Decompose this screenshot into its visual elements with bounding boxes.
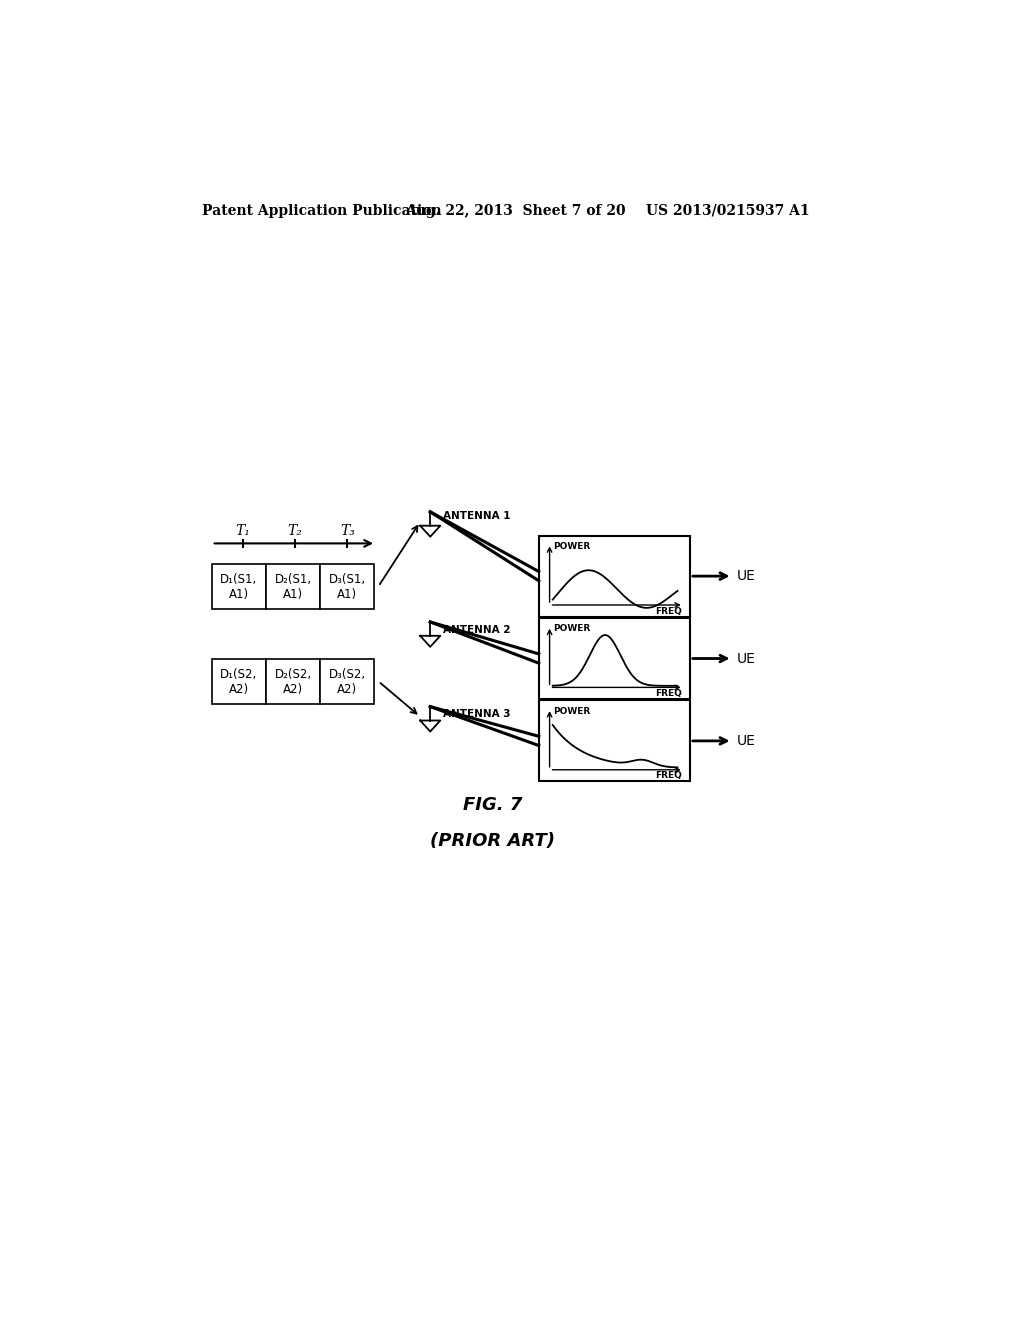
Text: D₃(S1,: D₃(S1, [329, 573, 366, 586]
Text: POWER: POWER [553, 706, 590, 715]
Text: D₂(S1,: D₂(S1, [274, 573, 311, 586]
Bar [539, 536, 690, 616]
Text: UE: UE [737, 652, 756, 665]
Text: T₃: T₃ [340, 524, 354, 539]
Text: ANTENNA 3: ANTENNA 3 [443, 709, 511, 719]
Bar [539, 618, 690, 700]
Text: D₂(S2,: D₂(S2, [274, 668, 311, 681]
Text: Aug. 22, 2013  Sheet 7 of 20: Aug. 22, 2013 Sheet 7 of 20 [406, 203, 626, 218]
Text: FREQ: FREQ [655, 771, 682, 780]
Text: D₁(S1,: D₁(S1, [220, 573, 257, 586]
Text: T₁: T₁ [236, 524, 250, 539]
Text: UE: UE [737, 569, 756, 583]
Bar [539, 701, 690, 781]
Text: A1): A1) [228, 589, 249, 602]
Bar [266, 564, 321, 609]
Text: ANTENNA 1: ANTENNA 1 [443, 511, 511, 521]
Text: FREQ: FREQ [655, 607, 682, 615]
Text: Patent Application Publication: Patent Application Publication [202, 203, 441, 218]
Bar [266, 659, 321, 704]
Text: D₃(S2,: D₃(S2, [329, 668, 366, 681]
Text: UE: UE [737, 734, 756, 748]
Text: A2): A2) [337, 684, 357, 696]
Text: D₁(S2,: D₁(S2, [220, 668, 257, 681]
Text: FREQ: FREQ [655, 689, 682, 698]
Text: A1): A1) [283, 589, 303, 602]
Text: US 2013/0215937 A1: US 2013/0215937 A1 [646, 203, 809, 218]
Text: (PRIOR ART): (PRIOR ART) [430, 833, 555, 850]
Text: POWER: POWER [553, 624, 590, 634]
Bar [212, 659, 266, 704]
Text: A1): A1) [337, 589, 357, 602]
Bar [321, 564, 375, 609]
Text: POWER: POWER [553, 543, 590, 550]
Bar [321, 659, 375, 704]
Bar [212, 564, 266, 609]
Text: T₂: T₂ [287, 524, 302, 539]
Text: A2): A2) [283, 684, 303, 696]
Text: ANTENNA 2: ANTENNA 2 [443, 624, 511, 635]
Text: A2): A2) [228, 684, 249, 696]
Text: FIG. 7: FIG. 7 [463, 796, 522, 814]
